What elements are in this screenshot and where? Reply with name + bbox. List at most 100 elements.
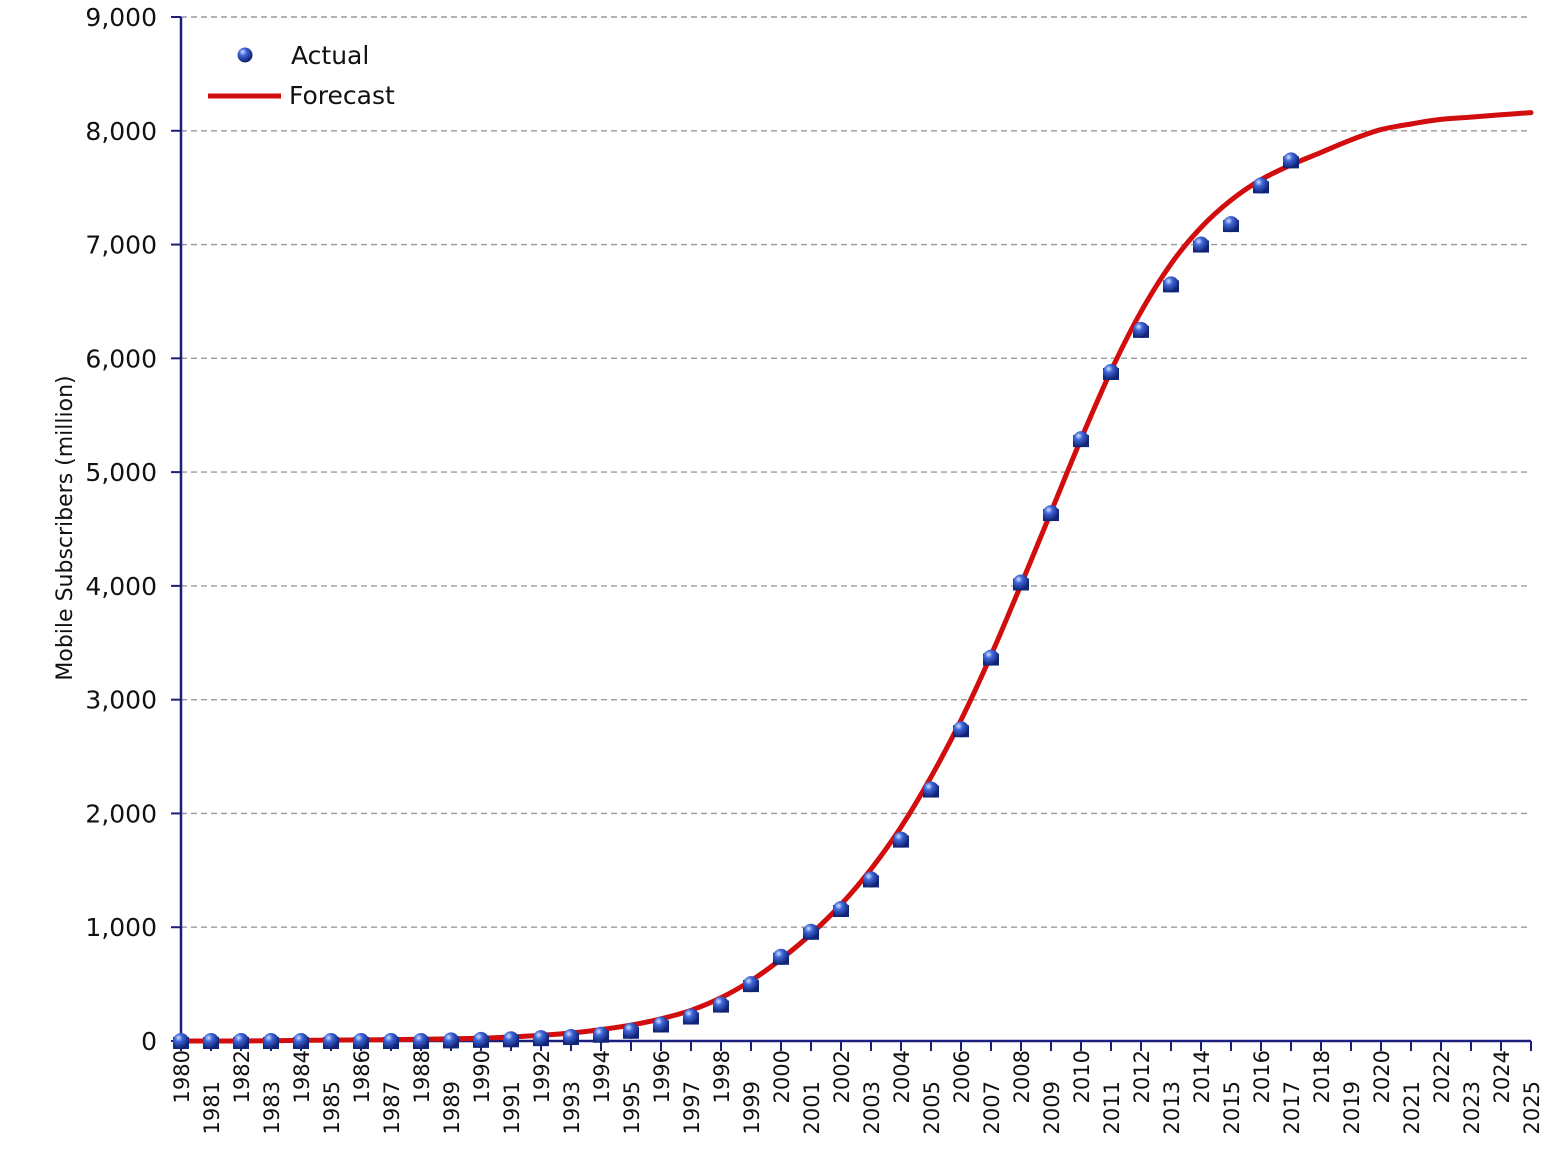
actual-point — [563, 1029, 579, 1046]
actual-point — [833, 901, 849, 918]
actual-point — [623, 1022, 639, 1039]
grid-lines — [181, 16, 1531, 928]
x-tick-label: 2003 — [860, 1081, 884, 1134]
x-tick-labels: 1980198119821983198419851986198719881989… — [170, 1050, 1544, 1134]
actual-point — [653, 1016, 669, 1033]
actual-point — [1043, 505, 1059, 522]
x-tick-label: 2006 — [950, 1050, 974, 1103]
actual-point — [773, 948, 789, 965]
actual-point — [923, 781, 939, 798]
x-tick-label: 2005 — [920, 1081, 944, 1134]
y-tick-label: 0 — [141, 1027, 157, 1056]
legend: Actual Forecast — [208, 41, 395, 110]
x-tick-label: 2000 — [770, 1050, 794, 1103]
x-tick-label: 2014 — [1190, 1050, 1214, 1103]
x-tick-label: 2021 — [1400, 1081, 1424, 1134]
x-tick-label: 1980 — [170, 1050, 194, 1103]
x-tick-label: 1984 — [290, 1050, 314, 1103]
x-tick-label: 1982 — [230, 1050, 254, 1103]
x-tick-label: 1993 — [560, 1081, 584, 1134]
y-tick-label: 1,000 — [85, 913, 157, 942]
actual-point — [1283, 152, 1299, 169]
actual-point — [1103, 363, 1119, 380]
x-tick-label: 2018 — [1310, 1050, 1334, 1103]
x-tick-label: 2008 — [1010, 1050, 1034, 1103]
y-tick-label: 9,000 — [85, 3, 157, 32]
actual-point — [353, 1033, 369, 1049]
x-tick-label: 1994 — [590, 1050, 614, 1103]
y-tick-label: 4,000 — [85, 572, 157, 601]
x-tick-label: 2013 — [1160, 1081, 1184, 1134]
x-tick-label: 1991 — [500, 1081, 524, 1134]
x-tick-label: 1987 — [380, 1081, 404, 1134]
x-tick-label: 1999 — [740, 1081, 764, 1134]
actual-point — [893, 831, 909, 848]
actual-point — [743, 976, 759, 993]
y-tick-label: 8,000 — [85, 117, 157, 146]
y-tick-label: 7,000 — [85, 231, 157, 260]
actual-point — [443, 1032, 459, 1049]
x-tick-label: 2025 — [1520, 1081, 1544, 1134]
actual-point — [1163, 276, 1179, 293]
x-tick-label: 1988 — [410, 1050, 434, 1103]
x-tick-label: 1996 — [650, 1050, 674, 1103]
actual-point — [503, 1031, 519, 1048]
x-tick-label: 2011 — [1100, 1081, 1124, 1134]
actual-point — [473, 1031, 489, 1048]
actual-point — [383, 1033, 399, 1049]
legend-actual-marker — [237, 47, 253, 63]
x-tick-label: 1990 — [470, 1050, 494, 1103]
actual-point — [1013, 574, 1029, 591]
series — [173, 110, 1534, 1049]
actual-point — [323, 1033, 339, 1049]
forecast-line — [178, 110, 1534, 1044]
actual-point — [803, 923, 819, 940]
x-tick-label: 2017 — [1280, 1081, 1304, 1134]
x-tick-label: 1992 — [530, 1050, 554, 1103]
actual-point — [413, 1033, 429, 1049]
x-tick-label: 2001 — [800, 1081, 824, 1134]
x-tick-label: 1997 — [680, 1081, 704, 1134]
x-tick-label: 2020 — [1370, 1050, 1394, 1103]
x-tick-label: 1995 — [620, 1081, 644, 1134]
actual-point — [1193, 236, 1209, 253]
actual-point — [1223, 216, 1239, 233]
actual-point — [863, 871, 879, 888]
y-tick-label: 6,000 — [85, 344, 157, 373]
legend-actual-label: Actual — [291, 41, 369, 70]
x-tick-label: 2016 — [1250, 1050, 1274, 1103]
actual-point — [593, 1026, 609, 1043]
actual-point — [173, 1033, 189, 1049]
x-tick-label: 2015 — [1220, 1081, 1244, 1134]
actual-point — [953, 721, 969, 738]
y-tick-label: 2,000 — [85, 799, 157, 828]
actual-point — [1073, 431, 1089, 448]
x-tick-label: 2007 — [980, 1081, 1004, 1134]
x-tick-label: 1998 — [710, 1050, 734, 1103]
y-tick-label: 3,000 — [85, 686, 157, 715]
actual-point — [713, 996, 729, 1013]
x-tick-label: 2002 — [830, 1050, 854, 1103]
x-tick-label: 1981 — [200, 1081, 224, 1134]
x-tick-label: 2023 — [1460, 1081, 1484, 1134]
x-tick-label: 1985 — [320, 1081, 344, 1134]
x-tick-label: 2009 — [1040, 1081, 1064, 1134]
x-tick-label: 1989 — [440, 1081, 464, 1134]
x-tick-label: 2024 — [1490, 1050, 1514, 1103]
actual-point — [533, 1030, 549, 1047]
x-tick-label: 1983 — [260, 1081, 284, 1134]
y-tick-labels: 0 1,000 2,000 3,000 4,000 5,000 6,000 7,000 8,00… — [85, 3, 157, 1056]
actual-point — [263, 1033, 279, 1049]
actual-point — [983, 649, 999, 666]
actual-point — [293, 1033, 309, 1049]
x-tick-label: 2004 — [890, 1050, 914, 1103]
x-tick-label: 2012 — [1130, 1050, 1154, 1103]
x-tick-label: 1986 — [350, 1050, 374, 1103]
actual-point — [203, 1033, 219, 1049]
actual-point — [1133, 321, 1149, 338]
actual-point — [683, 1008, 699, 1025]
x-tick-label: 2010 — [1070, 1050, 1094, 1103]
x-tick-label: 2022 — [1430, 1050, 1454, 1103]
